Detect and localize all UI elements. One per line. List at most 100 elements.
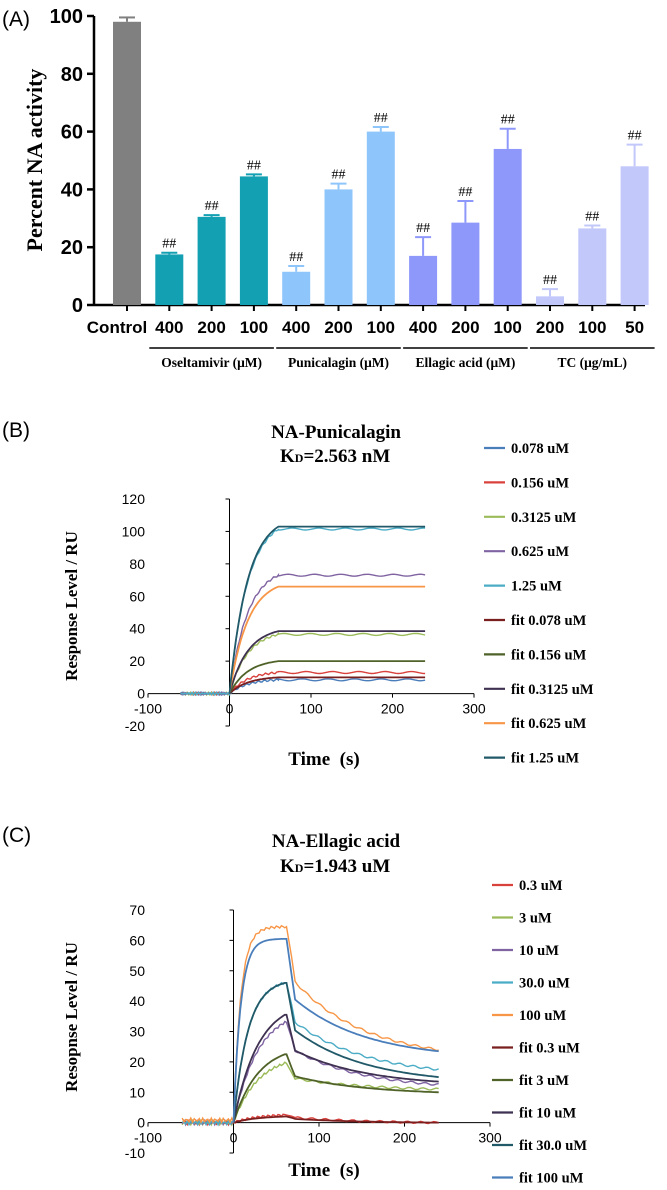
x-tick-label: Control <box>87 318 147 337</box>
bar <box>282 271 311 305</box>
y-tick-label: 60 <box>129 932 145 948</box>
legend-label: 100 uM <box>519 1008 566 1024</box>
panel-b-ylabel: Response Level / RU <box>62 531 81 681</box>
legend-label: 30.0 uM <box>519 976 570 992</box>
bar <box>324 189 353 305</box>
y-tick-label: -10 <box>125 1145 145 1161</box>
y-tick-label: 0 <box>137 686 145 702</box>
y-tick-label: 80 <box>61 64 83 86</box>
group-label: TC (μg/mL) <box>558 355 628 370</box>
x-tick-label: 0 <box>226 701 234 717</box>
panel-c-xlabel: Time (s) <box>288 1160 359 1181</box>
panel-c-kd: KD=1.943 uM <box>280 856 390 877</box>
x-tick-label: 100 <box>299 701 323 717</box>
panel-b-xlabel: Time (s) <box>288 749 359 770</box>
series-line <box>232 1013 439 1123</box>
significance-label: ## <box>585 210 599 225</box>
y-tick-label: 0 <box>137 1115 145 1131</box>
panel-a: (A) Percent NA activity 0 20 40 60 80 100 ## #… <box>2 6 655 370</box>
x-tick-label: 200 <box>381 701 405 717</box>
panel-a-bars: ## ## ## ## ## ## ## ## ## ## ## ## <box>113 16 649 306</box>
legend-label: fit 0.078 uM <box>511 613 587 629</box>
x-tick-label: 400 <box>155 318 183 337</box>
y-tick-label: 20 <box>129 1054 145 1070</box>
panel-b-kd-k: K <box>280 446 295 467</box>
bar <box>197 216 226 305</box>
legend-label: 0.625 uM <box>511 544 569 560</box>
significance-label: ## <box>332 168 346 183</box>
series-line <box>180 670 426 697</box>
y-tick-label: 70 <box>129 902 145 918</box>
significance-label: ## <box>416 221 430 236</box>
x-tick-label: 100 <box>240 318 268 337</box>
x-tick-label: 100 <box>578 318 606 337</box>
legend-label: fit 30.0 uM <box>519 1138 587 1154</box>
significance-label: ## <box>205 199 219 214</box>
y-tick-label: 0 <box>72 295 83 317</box>
y-tick-label: 10 <box>129 1084 145 1100</box>
significance-label: ## <box>374 111 388 126</box>
y-tick-label: 40 <box>129 621 145 637</box>
panel-c-kd-sub: D <box>295 861 304 875</box>
bar <box>536 296 564 305</box>
x-tick-label: 0 <box>230 1130 238 1146</box>
legend-label: fit 0.3 uM <box>519 1041 580 1057</box>
x-tick-label: 200 <box>393 1130 417 1146</box>
legend-label: fit 0.3125 uM <box>511 682 594 698</box>
panel-a-axes: 0 20 40 60 80 100 <box>50 6 645 317</box>
bar <box>239 176 268 305</box>
y-tick-label: 40 <box>61 179 83 201</box>
x-tick-label: 100 <box>307 1130 331 1146</box>
panel-c-ylabel: Resopnse Level / RU <box>62 942 81 1092</box>
bar <box>113 21 141 306</box>
series-line <box>228 676 426 695</box>
panel-c-kd-k: K <box>280 856 295 877</box>
panel-b: (B) NA-Punicalagin KD=2.563 nM Response … <box>2 419 594 770</box>
legend-label: 0.3 uM <box>519 878 563 894</box>
panel-a-labels: Control 400 200 100 400 200 100 400 200 100 200 100… <box>87 318 655 370</box>
legend-label: 1.25 uM <box>511 579 562 595</box>
series-line <box>181 924 439 1125</box>
panel-c-title: NA-Ellagic acid <box>272 831 401 852</box>
series-line <box>232 982 439 1123</box>
y-tick-label: -20 <box>125 718 145 734</box>
bar <box>451 222 480 305</box>
x-tick-label: 200 <box>536 318 564 337</box>
y-tick-label: 100 <box>50 6 83 28</box>
panel-b-kd: KD=2.563 nM <box>280 446 390 467</box>
panel-b-kd-sub: D <box>295 451 304 465</box>
significance-label: ## <box>247 158 261 173</box>
panel-c-kd-value: =1.943 uM <box>303 856 390 877</box>
panel-a-letter: (A) <box>2 8 30 31</box>
x-tick-label: 300 <box>478 1130 502 1146</box>
group-label: Oseltamivir (μM) <box>161 355 262 370</box>
panel-a-ylabel: Percent NA activity <box>22 69 47 252</box>
panel-c-letter: (C) <box>2 824 31 847</box>
y-tick-label: 120 <box>122 491 146 507</box>
legend-label: 0.3125 uM <box>511 510 577 526</box>
series-line <box>232 1053 439 1123</box>
legend-label: fit 100 uM <box>519 1171 584 1187</box>
series-line <box>180 527 426 697</box>
bar <box>155 254 184 305</box>
series-line <box>233 1115 439 1124</box>
series-line <box>180 631 426 697</box>
y-tick-label: 100 <box>122 523 146 539</box>
x-tick-label: 100 <box>367 318 395 337</box>
significance-label: ## <box>289 250 303 265</box>
series-line <box>228 660 426 695</box>
y-tick-label: 20 <box>61 237 83 259</box>
significance-label: ## <box>162 237 176 252</box>
y-tick-label: 60 <box>61 122 83 144</box>
x-tick-label: 200 <box>197 318 225 337</box>
x-tick-label: 200 <box>451 318 479 337</box>
series-line <box>181 1020 439 1127</box>
y-tick-label: 20 <box>129 653 145 669</box>
y-tick-label: 60 <box>129 588 145 604</box>
bar <box>409 255 438 305</box>
y-tick-label: 50 <box>129 963 145 979</box>
x-tick-label: 400 <box>409 318 437 337</box>
